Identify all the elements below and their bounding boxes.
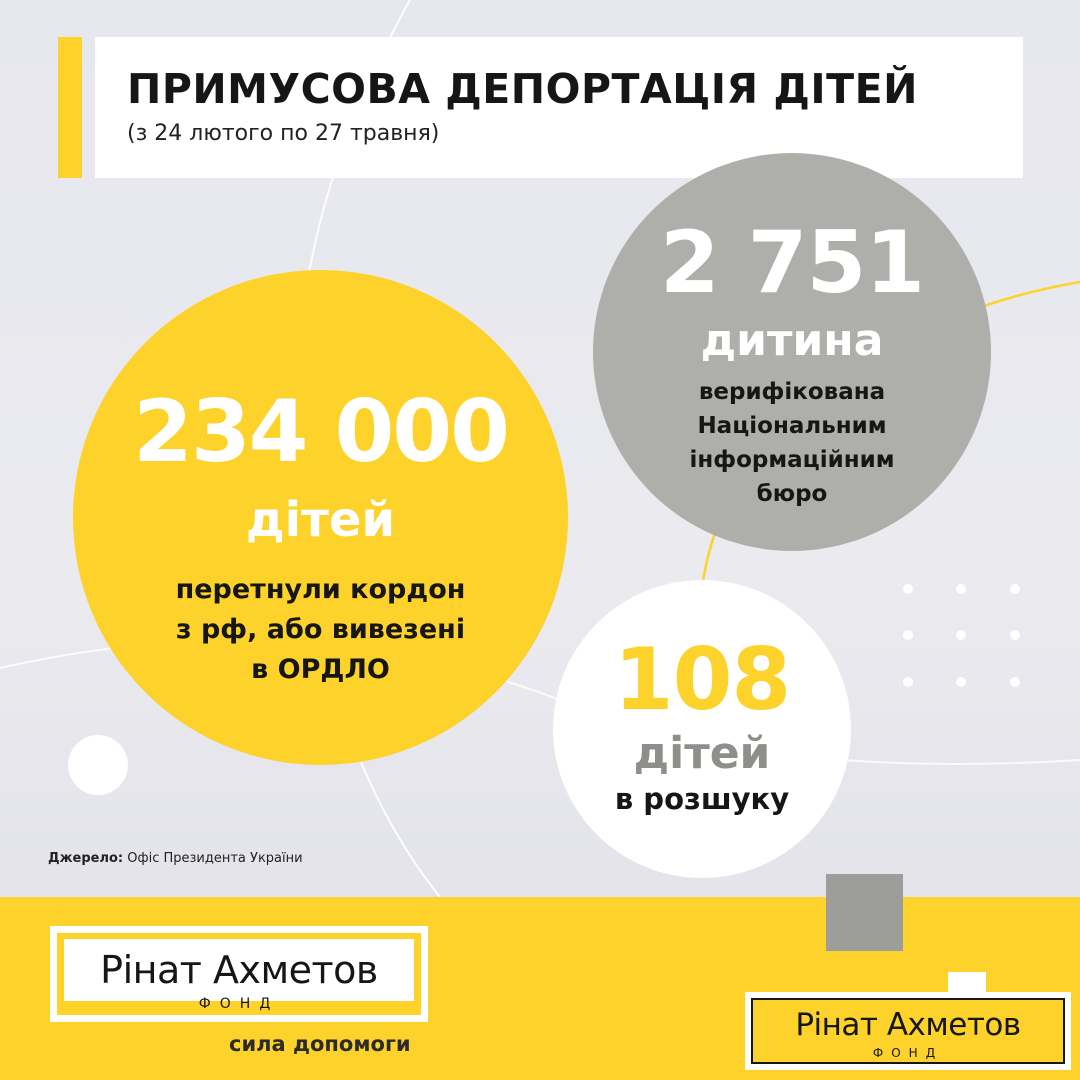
source-note: Джерело: Офіс Президента України [48,851,303,866]
verified-unit: дитина [700,315,884,366]
missing-description: в розшуку [614,782,790,816]
crossed-border-stat-circle: 234 000 дітей перетнули кордон з рф, або… [73,270,568,765]
source-label: Джерело: [48,851,124,866]
grid-dot [903,677,913,687]
grid-dot [1010,677,1020,687]
header-accent-bar [58,37,82,178]
grid-dot [1010,584,1020,594]
decorative-dot [68,735,128,795]
foundation-logo: Рінат Ахметов ФОНД [50,926,428,1022]
grid-dot [1010,630,1020,640]
crossed-border-number: 234 000 [133,382,510,482]
crossed-border-description-line: в ОРДЛО [251,654,390,685]
decorative-dot-grid [900,582,1030,692]
foundation-logo-name: Рінат Ахметов [100,948,378,992]
missing-unit: дітей [633,728,771,779]
crossed-border-description-line: перетнули кордон [175,574,466,605]
foundation-logo-small-fund: ФОНД [872,1046,944,1060]
foundation-logo-small-plate: Рінат Ахметов ФОНД [751,998,1065,1064]
foundation-tagline: сила допомоги [229,1032,411,1056]
source-value: Офіс Президента України [127,851,303,866]
grid-dot [903,584,913,594]
decorative-gray-square [826,874,903,951]
crossed-border-description-line: з рф, або вивезені [175,614,466,645]
verified-description-line: верифікована [698,379,886,405]
foundation-logo-small: Рінат Ахметов ФОНД [745,992,1071,1070]
missing-number: 108 [613,630,792,730]
foundation-logo-small-name: Рінат Ахметов [795,1007,1021,1043]
grid-dot [903,630,913,640]
missing-stat-circle: 108 дітей в розшуку [553,580,851,878]
verified-description-line: інформаційним [689,447,895,473]
page-title: ПРИМУСОВА ДЕПОРТАЦІЯ ДІТЕЙ [127,65,918,113]
crossed-border-description: перетнули кордон з рф, або вивезені в ОР… [73,570,568,690]
verified-stat-circle: 2 751 дитина верифікована Національним і… [593,153,991,551]
grid-dot [956,677,966,687]
verified-description: верифікована Національним інформаційним … [593,375,991,511]
crossed-border-unit: дітей [245,492,396,548]
verified-description-line: Національним [697,413,887,439]
verified-description-line: бюро [756,481,828,507]
header: ПРИМУСОВА ДЕПОРТАЦІЯ ДІТЕЙ (з 24 лютого … [95,37,1023,178]
foundation-logo-fund: ФОНД [198,996,280,1012]
page-subtitle: (з 24 лютого по 27 травня) [127,121,440,146]
grid-dot [956,630,966,640]
foundation-logo-plate: Рінат Ахметов [64,939,414,1001]
grid-dot [956,584,966,594]
verified-number: 2 751 [659,213,925,313]
